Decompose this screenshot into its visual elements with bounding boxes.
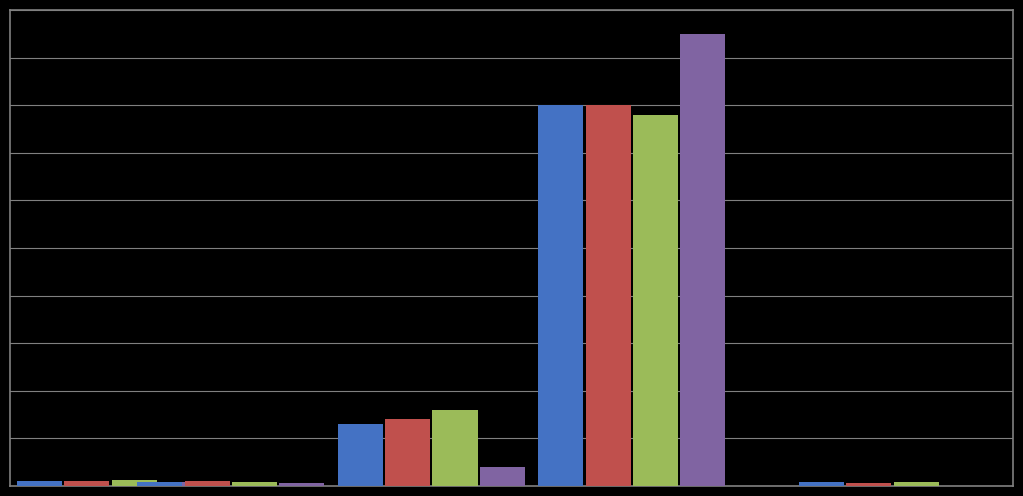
- Bar: [680, 34, 725, 486]
- Bar: [112, 480, 157, 486]
- Bar: [585, 105, 630, 486]
- Bar: [480, 467, 525, 486]
- Bar: [279, 483, 324, 486]
- Bar: [385, 420, 430, 486]
- Bar: [16, 481, 62, 486]
- Bar: [137, 482, 182, 486]
- Bar: [846, 483, 891, 486]
- Bar: [232, 482, 277, 486]
- Bar: [184, 481, 229, 486]
- Bar: [159, 482, 205, 486]
- Bar: [538, 105, 583, 486]
- Bar: [433, 410, 478, 486]
- Bar: [799, 482, 844, 486]
- Bar: [633, 115, 678, 486]
- Bar: [894, 482, 939, 486]
- Bar: [64, 481, 109, 486]
- Bar: [338, 424, 383, 486]
